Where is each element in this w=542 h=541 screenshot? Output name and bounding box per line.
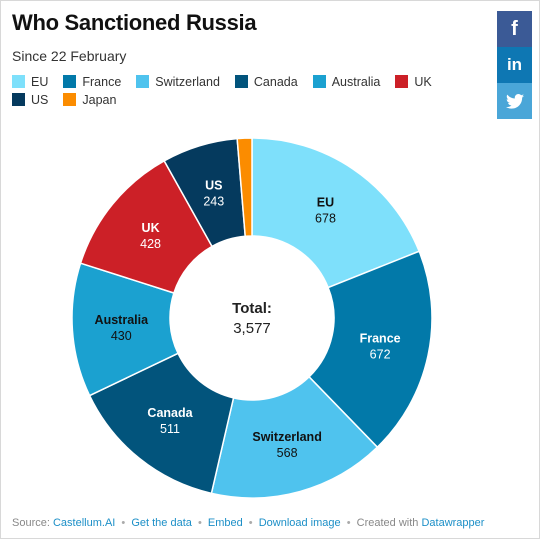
legend-item-eu: EU <box>12 74 48 89</box>
legend-swatch <box>12 93 25 106</box>
slice-value-switzerland: 568 <box>277 446 298 460</box>
footer-separator: • <box>248 517 253 529</box>
footer-created-with: Created with <box>356 517 419 529</box>
footer-separator: • <box>197 517 202 529</box>
legend-label: US <box>31 92 49 107</box>
slice-value-uk: 428 <box>140 237 161 251</box>
slice-value-canada: 511 <box>160 422 180 436</box>
legend-label: Australia <box>331 74 381 89</box>
slice-label-switzerland: Switzerland <box>252 430 321 444</box>
slice-france[interactable] <box>308 250 433 449</box>
twitter-share-button[interactable] <box>497 83 532 119</box>
footer-source-prefix: Source: <box>12 517 50 529</box>
legend-label: Switzerland <box>155 74 220 89</box>
legend-item-japan: Japan <box>63 92 116 107</box>
twitter-icon <box>505 93 524 109</box>
slice-label-canada: Canada <box>147 406 193 420</box>
slice-label-eu: EU <box>317 196 334 210</box>
slice-value-france: 672 <box>370 347 391 361</box>
linkedin-icon: in <box>506 55 523 74</box>
legend-item-australia: Australia <box>312 74 381 89</box>
slice-label-us: US <box>205 179 222 193</box>
slice-canada[interactable] <box>88 352 235 495</box>
footer-separator: • <box>121 517 126 529</box>
legend-swatch <box>395 75 409 88</box>
legend-label: Canada <box>253 74 298 89</box>
facebook-icon: f <box>511 17 518 40</box>
legend-item-switzerland: Switzerland <box>136 74 220 89</box>
slice-switzerland[interactable] <box>210 375 379 499</box>
legend-label: UK <box>414 74 432 89</box>
legend-swatch <box>234 75 248 88</box>
legend-label: EU <box>31 74 49 89</box>
embed-link[interactable]: Embed <box>207 517 243 529</box>
legend-item-uk: UK <box>395 74 432 89</box>
center-total-label: Total: <box>232 300 272 317</box>
legend-label: France <box>82 74 122 89</box>
legend-item-france: France <box>63 74 121 89</box>
legend-item-canada: Canada <box>234 74 298 89</box>
legend-swatch <box>12 75 25 88</box>
slice-value-australia: 430 <box>111 329 132 343</box>
legend-swatch <box>136 75 150 88</box>
facebook-share-button[interactable]: f <box>497 11 532 47</box>
legend-item-us: US <box>12 92 48 107</box>
legend-label: Japan <box>82 92 117 107</box>
share-buttons: f in <box>497 11 532 119</box>
get-data-link[interactable]: Get the data <box>131 517 192 529</box>
linkedin-share-button[interactable]: in <box>497 47 532 83</box>
chart-subtitle: Since 22 February <box>12 48 127 64</box>
legend-swatch <box>63 75 77 88</box>
download-image-link[interactable]: Download image <box>258 517 341 529</box>
datawrapper-link[interactable]: Datawrapper <box>421 517 485 529</box>
legend-swatch <box>312 75 326 88</box>
slice-label-uk: UK <box>142 221 160 235</box>
slice-value-us: 243 <box>203 195 224 209</box>
legend: EU France Switzerland Canada Australia UK US Ja… <box>12 74 482 107</box>
source-link[interactable]: Castellum.AI <box>52 517 116 529</box>
slice-label-australia: Australia <box>95 313 150 327</box>
chart-title: Who Sanctioned Russia <box>12 10 257 35</box>
center-total-value: 3,577 <box>233 320 271 337</box>
slice-value-eu: 678 <box>315 212 336 226</box>
footer: Source: Castellum.AI • Get the data • Em… <box>12 517 484 529</box>
footer-separator: • <box>346 517 351 529</box>
slice-eu[interactable] <box>251 137 421 289</box>
slice-label-france: France <box>360 331 401 345</box>
slice-japan[interactable] <box>236 137 253 238</box>
legend-swatch <box>63 93 77 106</box>
